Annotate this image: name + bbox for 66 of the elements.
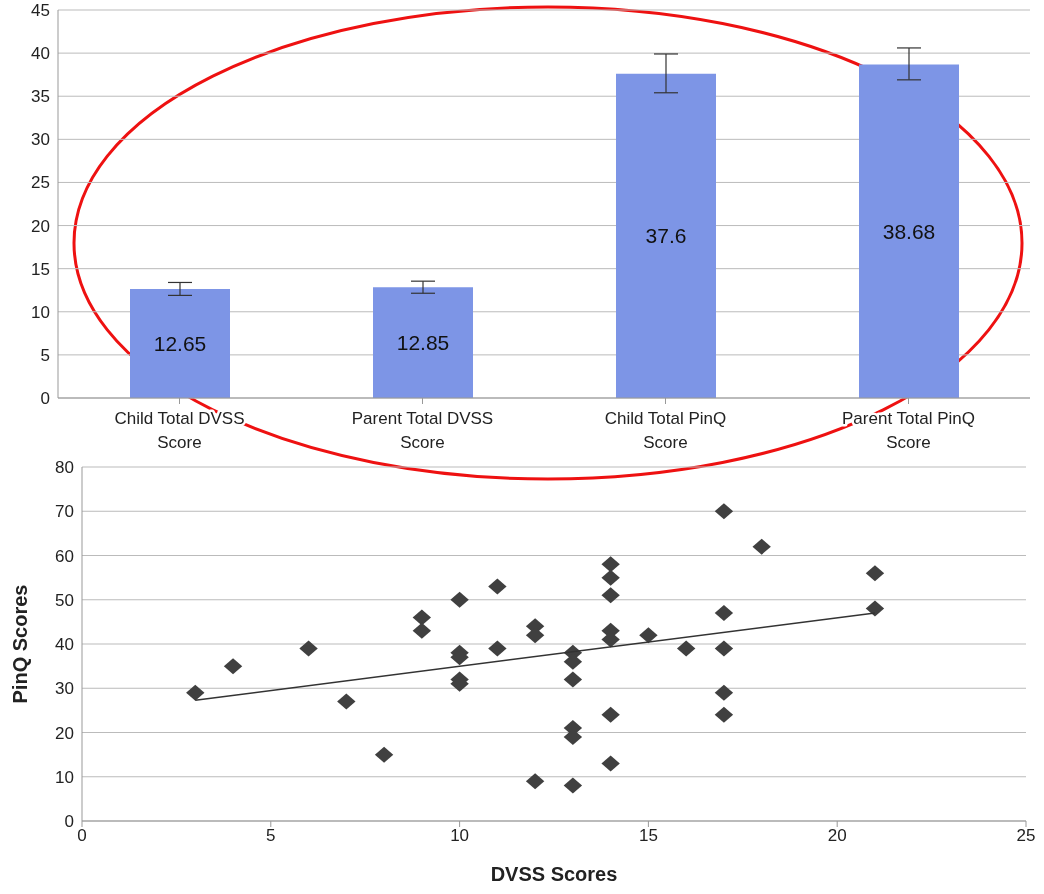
bar [130,288,230,398]
point [337,693,356,710]
y-tick-label: 25 [31,173,50,193]
y-axis-title: PinQ Scores [9,584,32,704]
point [639,627,658,644]
point [714,684,734,701]
point [412,609,432,626]
point [374,746,394,763]
point [563,671,583,688]
point [488,640,507,657]
y-tick-label: 35 [31,87,50,107]
point [714,503,734,520]
y-tick-label: 20 [31,216,50,236]
y-tick-label: 45 [31,1,50,21]
point [601,556,620,573]
bar [373,287,473,398]
data-label: 12.85 [396,331,450,355]
y-tick-label: 10 [55,767,74,787]
data-label: 12.65 [153,331,207,355]
x-tick-label: 25 [1016,826,1036,846]
x-axis-title: DVSS Scores [490,863,618,885]
y-tick-label: 15 [31,259,50,279]
x-tick-label: 15 [638,826,658,846]
point [752,538,771,555]
point [563,777,583,794]
point [601,755,620,772]
y-tick-label: 70 [55,502,74,522]
point [412,622,432,639]
x-tick-label: 5 [266,826,276,846]
x-tick-label: Parent Total DVSS Score [351,409,494,452]
y-tick-label: 40 [31,44,50,64]
point [525,773,545,790]
point [488,578,507,595]
data-label: 37.6 [645,224,687,248]
point [676,640,696,657]
point [714,640,734,657]
x-tick-label: 20 [827,826,847,846]
point [601,569,620,586]
y-tick-label: 30 [31,130,50,150]
y-tick-label: 0 [40,389,50,409]
y-tick-label: 20 [55,723,74,743]
bar [859,64,959,398]
y-tick-label: 50 [55,590,74,610]
data-label: 38.68 [882,219,936,243]
bar [616,73,716,398]
point [601,587,620,604]
point [601,706,620,723]
point [714,706,734,723]
point [223,658,243,675]
x-tick-label: 10 [450,826,470,846]
x-tick-label: Child Total PinQ Score [604,409,727,452]
y-tick-label: 60 [55,546,74,566]
point [186,684,205,701]
y-tick-label: 80 [55,458,74,478]
point [714,605,734,622]
x-tick-label: 0 [77,826,87,846]
point [865,565,885,582]
point [299,640,318,657]
y-tick-label: 40 [55,635,74,655]
y-tick-label: 10 [31,302,50,322]
point [525,627,545,644]
y-tick-label: 0 [64,812,74,832]
y-tick-label: 5 [40,345,50,365]
point [450,591,469,608]
point [865,600,885,617]
y-tick-label: 30 [55,679,74,699]
